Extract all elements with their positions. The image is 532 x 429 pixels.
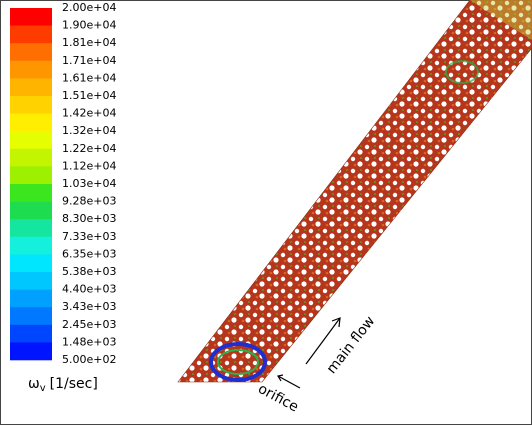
colorbar-label: 1.42e+04 bbox=[62, 107, 116, 120]
tube bbox=[178, 0, 532, 382]
colorbar-band bbox=[10, 237, 52, 255]
colorbar-title: ωv [1/sec] bbox=[28, 376, 98, 394]
flow-label: main flow bbox=[324, 313, 379, 377]
colorbar-band bbox=[10, 219, 52, 237]
orifice-arrow bbox=[278, 376, 300, 388]
colorbar-band bbox=[10, 272, 52, 290]
colorbar-unit: [1/sec] bbox=[50, 376, 98, 392]
colorbar-label: 1.51e+04 bbox=[62, 89, 116, 102]
colorbar-label: 8.30e+03 bbox=[62, 212, 116, 225]
colorbar-label: 1.12e+04 bbox=[62, 159, 116, 172]
colorbar-band bbox=[10, 61, 52, 79]
colorbar-label: 1.48e+03 bbox=[62, 335, 116, 348]
colorbar-band bbox=[10, 26, 52, 44]
colorbar-band bbox=[10, 43, 52, 61]
colorbar-band bbox=[10, 114, 52, 132]
colorbar-label: 1.22e+04 bbox=[62, 142, 116, 155]
colorbar-band bbox=[10, 96, 52, 114]
colorbar-subscript: v bbox=[40, 383, 46, 394]
colorbar-label: 2.45e+03 bbox=[62, 318, 116, 331]
screenshot: main flow orifice 2.00e+04 1.90e+04 1.81e+… bbox=[0, 0, 532, 425]
tube-surface bbox=[178, 0, 532, 382]
colorbar-label: 7.33e+03 bbox=[62, 230, 116, 243]
colorbar-band bbox=[10, 184, 52, 202]
orifice-label: orifice bbox=[255, 381, 301, 415]
colorbar-band bbox=[10, 149, 52, 167]
colorbar-label: 5.38e+03 bbox=[62, 265, 116, 278]
colorbar-label: 9.28e+03 bbox=[62, 195, 116, 208]
colorbar-band bbox=[10, 325, 52, 343]
colorbar-band bbox=[10, 307, 52, 325]
colorbar-label: 1.03e+04 bbox=[62, 177, 116, 190]
colorbar-label: 1.61e+04 bbox=[62, 71, 116, 84]
colorbar-band bbox=[10, 8, 52, 26]
colorbar-band bbox=[10, 342, 52, 360]
colorbar-band bbox=[10, 254, 52, 272]
colorbar-label: 1.71e+04 bbox=[62, 54, 116, 67]
colorbar-label: 6.35e+03 bbox=[62, 247, 116, 260]
colorbar-band bbox=[10, 290, 52, 308]
colorbar-label: 1.32e+04 bbox=[62, 124, 116, 137]
colorbar-label: 2.00e+04 bbox=[62, 1, 116, 14]
colorbar-band bbox=[10, 131, 52, 149]
colorbar-band bbox=[10, 78, 52, 96]
colorbar-band bbox=[10, 202, 52, 220]
colorbar-label: 1.90e+04 bbox=[62, 19, 116, 32]
colorbar-label: 1.81e+04 bbox=[62, 36, 116, 49]
colorbar-band bbox=[10, 166, 52, 184]
colorbar-symbol: ω bbox=[28, 376, 40, 392]
colorbar: 2.00e+04 1.90e+04 1.81e+04 1.71e+04 1.61e+04… bbox=[10, 1, 116, 366]
colorbar-label: 3.43e+03 bbox=[62, 300, 116, 313]
colorbar-label: 5.00e+02 bbox=[62, 353, 116, 366]
colorbar-label: 4.40e+03 bbox=[62, 283, 116, 296]
